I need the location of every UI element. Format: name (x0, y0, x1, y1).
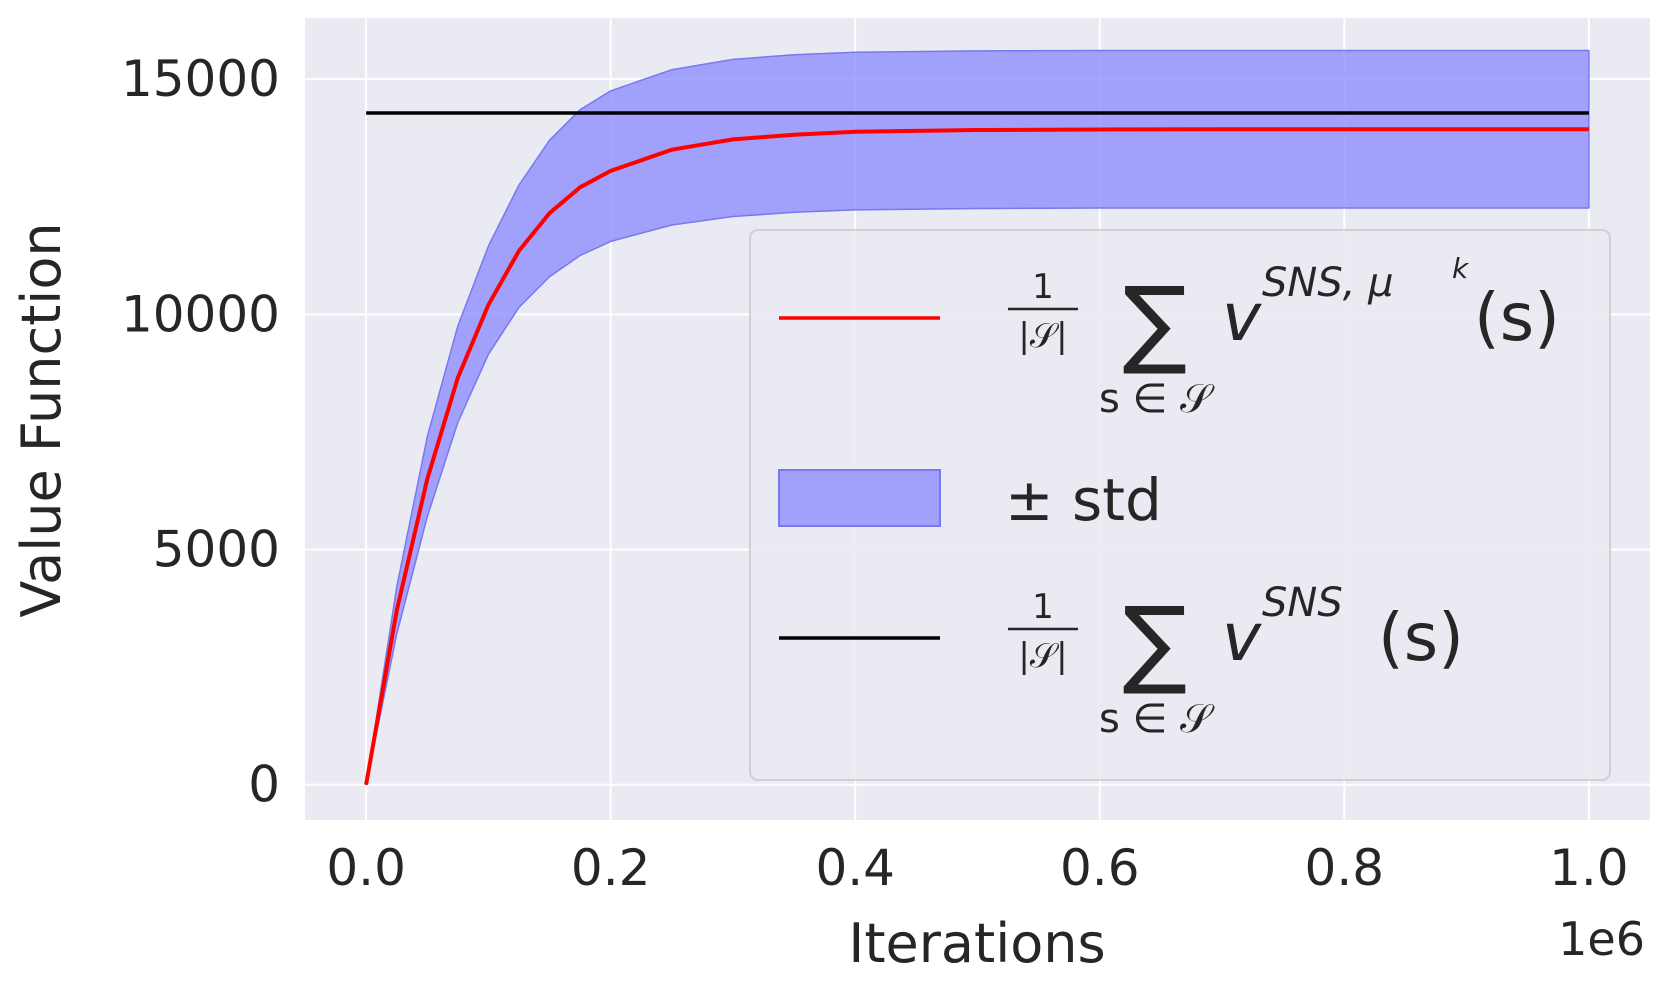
mean-line (364, 127, 1589, 786)
plot-content (364, 49, 1590, 786)
y-tick-label: 5000 (153, 521, 280, 579)
x-tick-label: 0.0 (326, 839, 406, 897)
legend-entry-reference: 1 |𝒮| ∑ s ∈ 𝒮 v SNS (s) (1008, 580, 1464, 742)
y-tick-label: 15000 (121, 50, 280, 108)
legend-mean-frac-den: |𝒮| (1018, 316, 1067, 356)
legend-mean-sup2: k (1452, 252, 1470, 285)
legend-mean-sub: s ∈ 𝒮 (1099, 376, 1215, 422)
y-tick-label: 10000 (121, 285, 280, 343)
legend-mean-base: v (1222, 279, 1262, 356)
legend-ref-sum: ∑ (1123, 586, 1188, 698)
legend-entry-mean: 1 |𝒮| ∑ s ∈ 𝒮 v SNS, μ k (s) (1008, 252, 1560, 422)
legend-mean-sup: SNS, μ (1262, 260, 1394, 306)
y-axis-label: Value Function (10, 222, 73, 617)
legend-swatch-std (778, 469, 941, 527)
legend-ref-frac-den: |𝒮| (1018, 636, 1067, 676)
legend-mean-arg: (s) (1474, 279, 1560, 356)
x-tick-label: 0.6 (1060, 839, 1140, 897)
x-offset-label: 1e6 (1558, 912, 1645, 966)
legend-ref-frac-num: 1 (1032, 587, 1054, 627)
x-tick-label: 0.8 (1305, 839, 1385, 897)
legend-mean-sum: ∑ (1123, 266, 1188, 378)
x-tick-label: 0.2 (571, 839, 651, 897)
legend-ref-base: v (1222, 599, 1262, 676)
x-axis-label: Iterations (848, 912, 1105, 975)
legend-mean-frac-num: 1 (1032, 267, 1054, 307)
legend-box (749, 229, 1611, 781)
legend-ref-sup: SNS (1262, 580, 1343, 626)
x-tick-label: 1.0 (1549, 839, 1629, 897)
tick-labels: 0.0 0.2 0.4 0.6 0.8 1.0 0 5000 10000 15000 (121, 50, 1629, 897)
y-tick-label: 0 (248, 756, 280, 814)
legend-entry-std: ± std (1005, 466, 1162, 534)
legend-ref-sub: s ∈ 𝒮 (1099, 696, 1215, 742)
x-tick-label: 0.4 (815, 839, 895, 897)
legend-ref-arg: (s) (1378, 599, 1464, 676)
legend: 1 |𝒮| ∑ s ∈ 𝒮 v SNS, μ k (s) ± std 1 |𝒮|… (749, 229, 1611, 781)
